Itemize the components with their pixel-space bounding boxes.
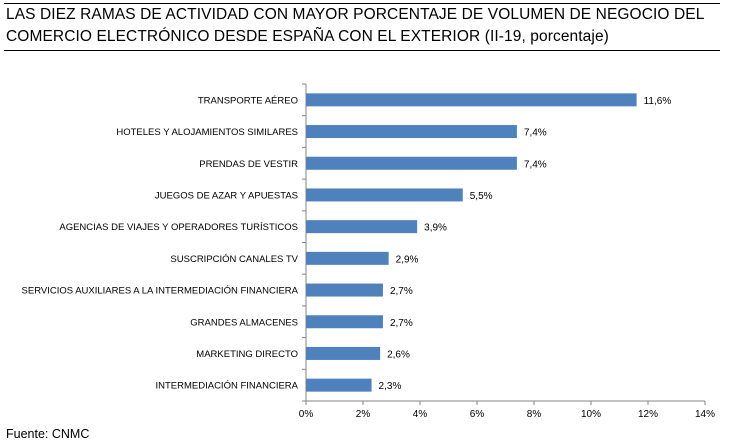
x-tick-label: 2%: [356, 409, 371, 420]
bar: [306, 156, 517, 170]
x-tick-label: 0%: [299, 409, 314, 420]
x-tick-label: 10%: [581, 409, 601, 420]
bar: [306, 251, 389, 265]
value-label: 2,9%: [396, 254, 419, 265]
value-label: 11,6%: [644, 96, 672, 107]
bar: [306, 346, 381, 360]
bar: [306, 188, 463, 202]
value-label: 2,7%: [390, 318, 413, 329]
category-label: INTERMEDIACIÓN FINANCIERA: [155, 381, 298, 392]
x-tick-label: 6%: [470, 409, 485, 420]
bar: [306, 283, 383, 297]
category-label: JUEGOS DE AZAR Y APUESTAS: [155, 190, 298, 201]
bar: [306, 315, 383, 329]
category-label: AGENCIAS DE VIAJES Y OPERADORES TURÍSTIC…: [59, 222, 298, 233]
title-top-rule: [4, 3, 720, 4]
title-bottom-rule: [4, 50, 720, 51]
category-label: SERVICIOS AUXILIARES A LA INTERMEDIACIÓN…: [22, 286, 299, 297]
category-label: MARKETING DIRECTO: [196, 349, 298, 360]
value-label: 3,9%: [424, 223, 447, 234]
source-note: Fuente: CNMC: [6, 427, 90, 441]
category-label: GRANDES ALMACENES: [190, 317, 298, 328]
value-label: 2,6%: [387, 349, 410, 360]
chart-title: LAS DIEZ RAMAS DE ACTIVIDAD CON MAYOR PO…: [6, 6, 704, 45]
x-tick-label: 12%: [638, 409, 658, 420]
category-label: PRENDAS DE VESTIR: [199, 159, 298, 170]
category-label: SUSCRIPCIÓN CANALES TV: [170, 254, 298, 265]
value-label: 2,7%: [390, 286, 413, 297]
bar: [306, 125, 517, 139]
value-label: 7,4%: [524, 128, 547, 139]
category-label: HOTELES Y ALOJAMIENTOS SIMILARES: [116, 127, 298, 138]
x-tick-label: 14%: [695, 409, 715, 420]
x-tick-label: 8%: [527, 409, 542, 420]
value-label: 2,3%: [379, 381, 402, 392]
bar: [306, 378, 372, 392]
value-label: 7,4%: [524, 159, 547, 170]
bar: [306, 93, 637, 107]
bar: [306, 220, 418, 234]
value-label: 5,5%: [470, 191, 493, 202]
category-label: TRANSPORTE AÉREO: [198, 95, 298, 106]
x-tick-label: 4%: [413, 409, 428, 420]
